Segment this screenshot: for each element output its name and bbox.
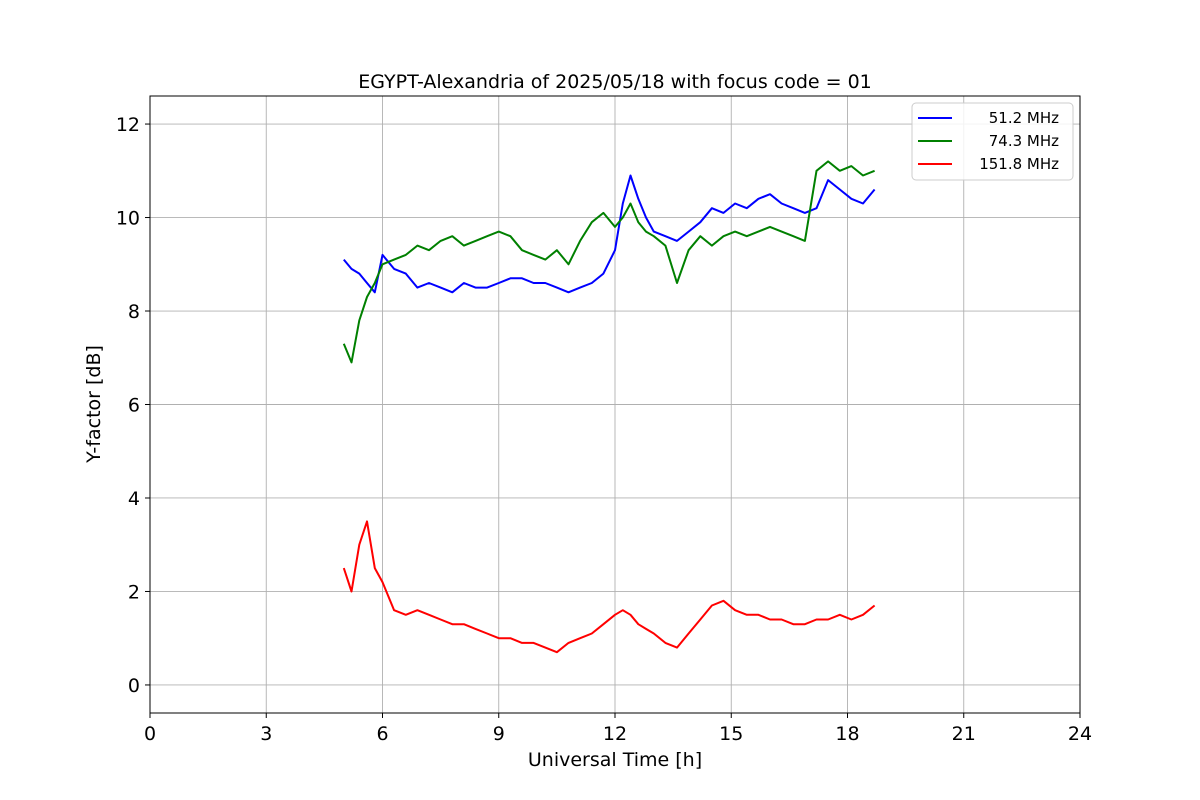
x-tick-label: 21 <box>952 723 976 745</box>
legend-label: 151.8 MHz <box>979 155 1059 173</box>
y-tick-label: 6 <box>128 395 140 417</box>
y-tick-label: 2 <box>128 581 140 603</box>
x-tick-label: 24 <box>1068 723 1092 745</box>
legend-label: 51.2 MHz <box>989 109 1059 127</box>
series-line <box>343 174 876 294</box>
x-tick-label: 12 <box>603 723 627 745</box>
x-tick-label: 6 <box>376 723 388 745</box>
series-line <box>342 520 876 654</box>
legend: 51.2 MHz 74.3 MHz 151.8 MHz <box>911 102 1074 181</box>
legend-box <box>911 102 1074 181</box>
x-tick-label: 18 <box>835 723 859 745</box>
y-tick-label: 4 <box>128 488 140 510</box>
y-axis-ticks: 0 2 4 6 8 10 12 <box>116 114 150 697</box>
y-axis-label: Y-factor [dB] <box>83 345 105 464</box>
y-tick-label: 8 <box>128 301 140 323</box>
x-tick-label: 15 <box>719 723 743 745</box>
x-tick-label: 0 <box>144 723 156 745</box>
x-tick-label: 9 <box>493 723 505 745</box>
x-tick-label: 3 <box>260 723 272 745</box>
series-line <box>342 160 875 364</box>
chart-title: EGYPT-Alexandria of 2025/05/18 with focu… <box>358 71 872 93</box>
x-axis-ticks: 0 3 6 9 12 15 18 21 24 <box>144 713 1092 745</box>
y-tick-label: 12 <box>116 114 140 136</box>
legend-label: 74.3 MHz <box>989 132 1059 150</box>
y-tick-label: 0 <box>128 675 140 697</box>
series-lines <box>342 160 876 654</box>
x-axis-label: Universal Time [h] <box>528 749 702 771</box>
y-tick-label: 10 <box>116 208 140 230</box>
